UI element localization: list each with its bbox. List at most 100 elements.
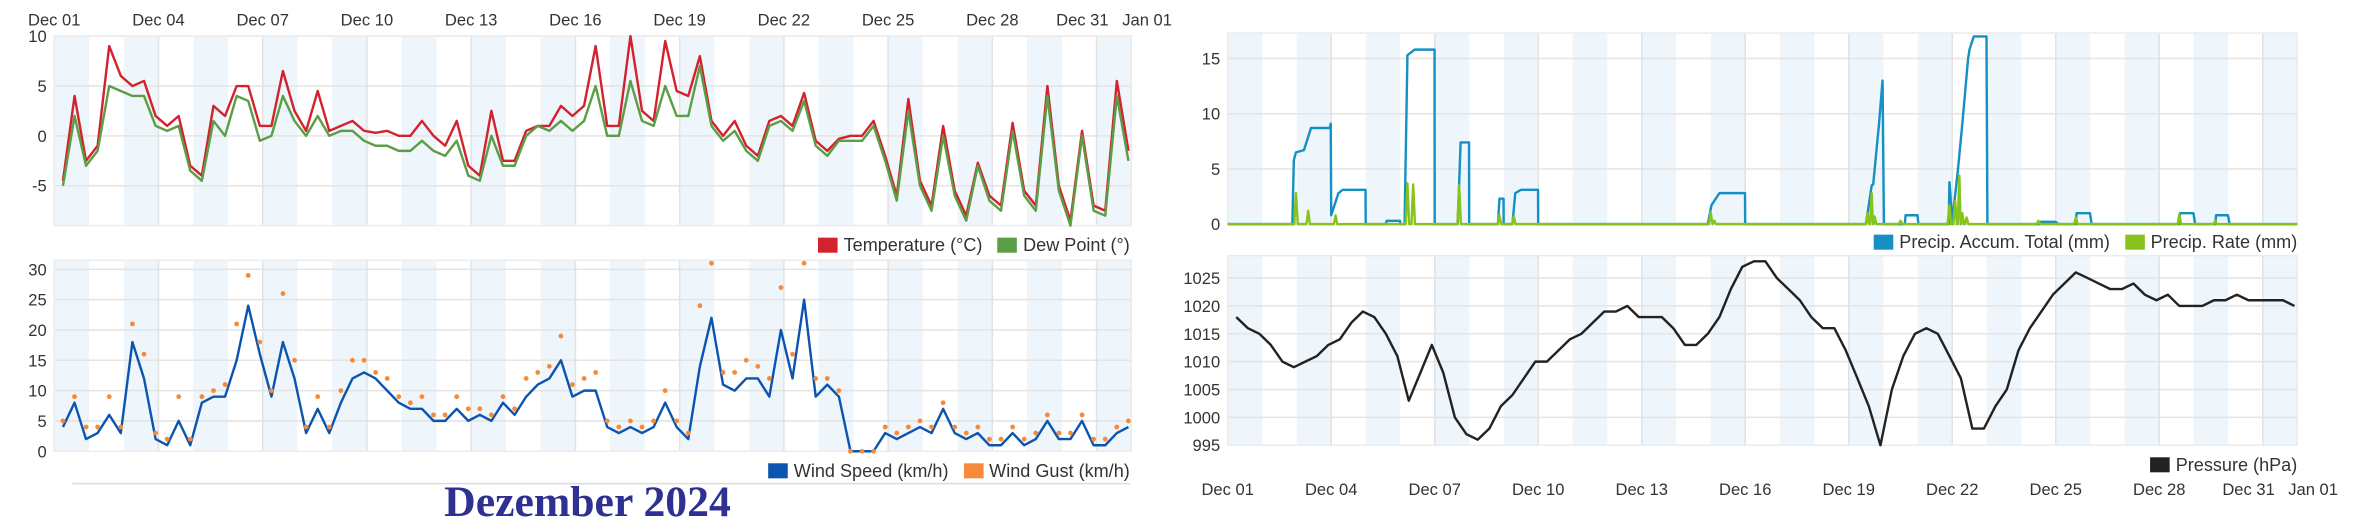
y-tick-label: 25 <box>28 291 46 310</box>
x-tick-label: Dec 16 <box>549 11 601 30</box>
wind-gust-km-h-point <box>743 357 749 363</box>
day-band <box>1641 255 1677 446</box>
day-band <box>54 260 89 452</box>
day-band <box>1710 255 1746 446</box>
day-band <box>262 36 298 226</box>
y-tick-label: 1000 <box>1183 408 1220 427</box>
wind-gust-km-h-point <box>1010 424 1016 430</box>
wind-gust-km-h-point <box>164 436 170 442</box>
legend-precip-accum[interactable]: Precip. Accum. Total (mm) <box>1873 232 2110 253</box>
precip-legend: Precip. Accum. Total (mm) Precip. Rate (… <box>1873 232 2297 253</box>
pressure-legend: Pressure (hPa) <box>2150 454 2297 475</box>
wind-gust-km-h-point <box>442 412 448 418</box>
wind-gust-km-h-point <box>674 418 680 424</box>
wind-gust-km-h-point <box>882 424 888 430</box>
legend-pressure[interactable]: Pressure (hPa) <box>2150 454 2297 475</box>
y-tick-label: 10 <box>28 382 46 401</box>
wind-plot-area <box>54 260 1132 452</box>
day-band <box>540 36 576 226</box>
wind-gust-km-h-point <box>558 333 564 339</box>
wind-gust-swatch <box>963 463 984 479</box>
day-band <box>1572 33 1608 225</box>
day-band <box>1503 255 1539 446</box>
precip-rate-swatch <box>2124 234 2145 250</box>
day-band <box>2262 255 2298 446</box>
wind-gust-km-h-point <box>72 394 77 400</box>
wind-gust-km-h-point <box>1091 436 1097 442</box>
temperature-c-line <box>61 34 1130 222</box>
wind-gust-km-h-point <box>720 370 726 375</box>
x-tick-label: Dec 13 <box>445 11 497 30</box>
day-band <box>1296 255 1332 446</box>
day-band <box>818 260 854 452</box>
wind-gust-km-h-point <box>813 376 819 381</box>
wind-gust-km-h-point <box>917 418 923 424</box>
wind-gust-km-h-point <box>836 388 842 394</box>
wind-gust-km-h-point <box>627 418 633 424</box>
legend-wind-speed[interactable]: Wind Speed (km/h) <box>768 460 948 481</box>
day-band <box>1986 33 2022 225</box>
wind-gust-km-h-point <box>315 394 321 400</box>
x-tick-label: Jan 01 <box>2288 480 2338 499</box>
pressure-plot-area <box>1227 255 2298 446</box>
y-tick-label: 5 <box>37 412 46 431</box>
day-band <box>1779 33 1815 225</box>
day-band <box>2124 255 2160 446</box>
wind-gust-km-h-point <box>326 424 332 430</box>
legend-label: Wind Speed (km/h) <box>793 460 949 482</box>
legend-label: Pressure (hPa) <box>2175 454 2298 476</box>
day-band <box>1227 255 1263 446</box>
wind-legend: Wind Speed (km/h) Wind Gust (km/h) <box>768 460 1130 481</box>
wind-gust-km-h-point <box>129 321 135 327</box>
precip-accum-swatch <box>1873 234 1894 250</box>
x-tick-label: Dec 07 <box>236 11 288 30</box>
day-band <box>401 260 437 452</box>
wind-gust-km-h-point <box>477 406 483 412</box>
day-band <box>471 260 506 452</box>
x-tick-label: Dec 31 <box>2222 480 2274 499</box>
day-band <box>749 260 784 452</box>
wind-gust-km-h-point <box>234 321 240 327</box>
day-band <box>1917 33 1953 225</box>
day-band <box>2124 33 2160 225</box>
wind-gust-km-h-point <box>1044 412 1050 418</box>
dew-point-line <box>61 64 1130 227</box>
legend-precip-rate[interactable]: Precip. Rate (mm) <box>2124 232 2297 253</box>
wind-gust-km-h-point <box>222 382 228 387</box>
y-tick-label: 10 <box>28 27 46 46</box>
y-tick-label: 1005 <box>1183 381 1220 400</box>
wind-gust-km-h-point <box>546 363 552 369</box>
wind-gust-km-h-point <box>384 376 390 381</box>
x-tick-label: Dec 19 <box>1823 480 1875 499</box>
legend-temperature[interactable]: Temperature (°C) <box>817 235 982 256</box>
y-tick-label: 0 <box>37 127 46 146</box>
y-tick-label: 1025 <box>1183 269 1220 288</box>
wind-gust-km-h-point <box>268 388 274 394</box>
y-tick-label: 1015 <box>1183 325 1220 344</box>
wind-gust-km-h-point <box>106 394 112 400</box>
day-band <box>1848 255 1884 446</box>
legend-dew-point[interactable]: Dew Point (°) <box>997 234 1130 256</box>
y-tick-label: 995 <box>1193 436 1221 455</box>
day-band <box>2193 255 2229 446</box>
wind-gust-km-h-point <box>60 418 66 424</box>
wind-gust-km-h-point <box>500 394 506 400</box>
x-tick-label: Dec 22 <box>758 11 810 30</box>
wind-gust-km-h-point <box>303 424 309 430</box>
day-band <box>1503 33 1539 225</box>
wind-gust-km-h-point <box>83 424 89 430</box>
day-band <box>1572 255 1608 446</box>
wind-gust-km-h-point <box>118 424 124 430</box>
day-band <box>1710 33 1746 225</box>
x-tick-label: Dec 25 <box>862 11 914 30</box>
legend-label: Dew Point (°) <box>1023 234 1130 256</box>
wind-gust-km-h-point <box>570 382 575 387</box>
wind-gust-km-h-point <box>489 412 494 418</box>
wind-gust-km-h-point <box>350 357 355 363</box>
day-band <box>123 36 159 226</box>
wind-gust-km-h-point <box>338 388 344 394</box>
legend-wind-gust[interactable]: Wind Gust (km/h) <box>963 460 1130 481</box>
x-tick-label: Dec 19 <box>653 11 705 30</box>
day-band <box>2193 33 2229 225</box>
y-tick-label: 5 <box>37 77 46 96</box>
